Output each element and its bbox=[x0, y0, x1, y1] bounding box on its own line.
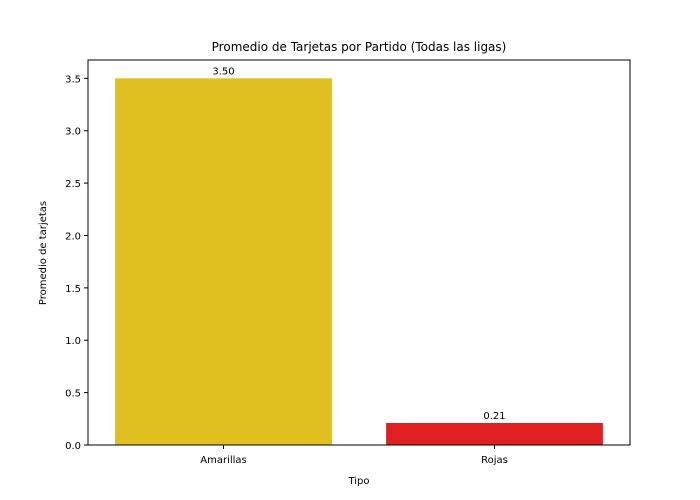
plot-area: 3.50 Amarillas 0.21 Rojas 0.0 0.5 1.0 1.5 2.0 2.5… bbox=[65, 59, 631, 466]
x-axis-label: Tipo bbox=[347, 476, 369, 487]
y-tick-label: 0.5 bbox=[65, 389, 81, 400]
y-tick-label: 1.0 bbox=[65, 336, 81, 347]
y-tick-label: 2.5 bbox=[65, 179, 81, 190]
y-tick-label: 3.0 bbox=[65, 127, 81, 138]
x-tick-label: Rojas bbox=[481, 455, 508, 466]
bar-rojas bbox=[386, 423, 603, 445]
bar-value-label: 3.50 bbox=[212, 66, 234, 77]
bar-amarillas bbox=[115, 78, 332, 445]
x-tick-label: Amarillas bbox=[200, 455, 247, 466]
y-tick-label: 1.5 bbox=[65, 284, 81, 295]
y-tick-label: 3.5 bbox=[65, 74, 81, 85]
chart-title: Promedio de Tarjetas por Partido (Todas … bbox=[212, 40, 507, 54]
bar-value-label: 0.21 bbox=[483, 411, 505, 422]
plot-frame bbox=[87, 59, 631, 446]
y-tick-label: 0.0 bbox=[65, 441, 81, 452]
y-axis-label: Promedio de tarjetas bbox=[38, 201, 49, 305]
y-tick-label: 2.0 bbox=[65, 231, 81, 242]
